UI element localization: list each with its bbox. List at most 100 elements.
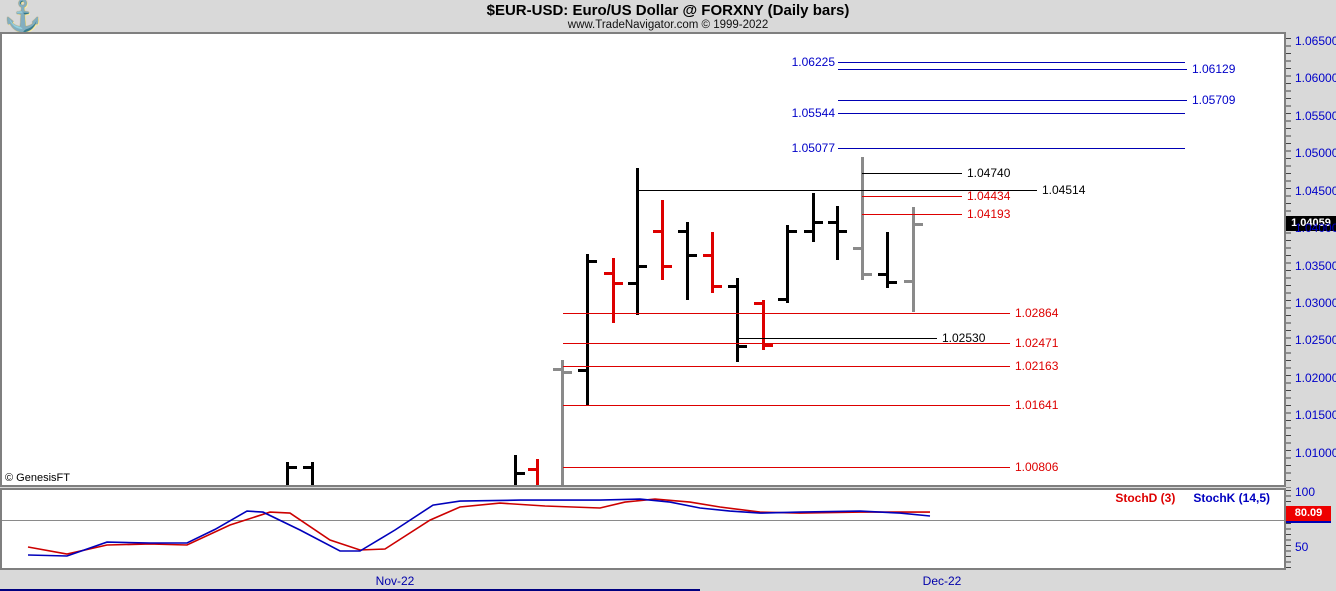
ohlc-bar (561, 359, 564, 485)
ohlc-bar (736, 278, 739, 363)
price-axis-label: 1.04500 (1295, 183, 1336, 198)
price-axis-label: 1.05500 (1295, 108, 1336, 123)
level-label: 1.02471 (1015, 335, 1059, 350)
stoch-axis-ticks (1286, 490, 1291, 570)
ohlc-bar (612, 258, 615, 324)
level-line (738, 338, 937, 340)
level-label: 1.06129 (1192, 61, 1236, 76)
ohlc-close-tick (589, 260, 597, 264)
ohlc-bar (636, 168, 639, 315)
level-line (563, 404, 1010, 406)
level-line (563, 313, 1010, 315)
ohlc-close-tick (564, 370, 572, 374)
price-axis-label: 1.06500 (1295, 34, 1336, 48)
date-label-dec: Dec-22 (922, 574, 962, 588)
level-line (862, 172, 962, 174)
ohlc-open-tick (828, 221, 836, 225)
stoch-axis-label: 50 (1295, 540, 1309, 554)
level-label: 1.05709 (1192, 93, 1236, 108)
ohlc-open-tick (528, 468, 536, 472)
ohlc-open-tick (678, 230, 686, 234)
level-line (563, 365, 1010, 367)
ohlc-bar (786, 225, 789, 303)
chart-title: $EUR-USD: Euro/US Dollar @ FORXNY (Daily… (486, 2, 850, 19)
price-axis-label: 1.03500 (1295, 258, 1336, 273)
chart-header: ⚓ $EUR-USD: Euro/US Dollar @ FORXNY (Dai… (0, 0, 1336, 33)
legend-stochk[interactable]: StochK (14,5) (1193, 491, 1270, 505)
ohlc-bar (514, 454, 517, 485)
stoch-legend: StochD (3) StochK (14,5) (1115, 491, 1270, 505)
stoch-overbought-line (2, 519, 1284, 521)
ohlc-open-tick (703, 254, 711, 258)
ohlc-bar (861, 157, 864, 280)
date-axis[interactable]: Nov-22 Dec-22 (0, 572, 1336, 591)
price-axis[interactable]: 1.04059 80.09 1.06500 1.06000 1.05500 1.050… (1286, 32, 1336, 591)
ohlc-open-tick (904, 280, 912, 284)
ohlc-open-tick (578, 368, 586, 372)
level-line (838, 147, 1185, 149)
level-label: 1.00806 (1015, 460, 1059, 475)
level-label: 1.05077 (791, 140, 835, 155)
level-label: 1.04434 (967, 188, 1011, 203)
price-axis-label: 1.02500 (1295, 333, 1336, 348)
ohlc-close-tick (639, 264, 647, 268)
ohlc-close-tick (689, 254, 697, 258)
current-price-badge: 1.04059 (1286, 216, 1336, 232)
stochk-line (27, 498, 931, 557)
level-line (563, 342, 1010, 344)
genesis-watermark: © GenesisFT (5, 472, 70, 484)
window-edge-strip (0, 589, 700, 591)
ohlc-bar (836, 205, 839, 260)
level-line (838, 100, 1187, 102)
stochd-line (27, 498, 930, 555)
ohlc-bar (586, 253, 589, 405)
level-line (838, 61, 1185, 63)
level-label: 1.04193 (967, 206, 1011, 221)
level-line (862, 195, 962, 197)
ohlc-open-tick (303, 465, 311, 469)
ohlc-bar (686, 222, 689, 300)
ohlc-close-tick (839, 230, 847, 234)
ohlc-open-tick (878, 272, 886, 276)
stoch-curves (27, 498, 931, 557)
stochastic-indicator-panel[interactable]: StochD (3) StochK (14,5) (0, 488, 1286, 570)
price-axis-label: 1.02000 (1295, 370, 1336, 385)
price-axis-label: 1.04000 (1295, 221, 1336, 236)
price-axis-ticks (1286, 38, 1291, 488)
price-axis-label: 1.06000 (1295, 71, 1336, 86)
price-chart-panel[interactable]: © GenesisFT 1.06225 1.06129 1.05709 1.05544… (0, 32, 1286, 487)
level-line (838, 112, 1185, 114)
level-label: 1.01641 (1015, 397, 1059, 412)
ohlc-open-tick (604, 272, 612, 276)
level-label: 1.02530 (942, 331, 986, 346)
level-line (838, 68, 1187, 70)
ohlc-bar (661, 199, 664, 280)
current-stoch-badge: 80.09 (1286, 506, 1331, 522)
ohlc-open-tick (653, 230, 661, 234)
anchor-logo-icon: ⚓ (4, 0, 42, 33)
level-label: 1.04740 (967, 165, 1011, 180)
ohlc-close-tick (789, 230, 797, 234)
level-line (563, 467, 1010, 469)
ohlc-bar (311, 461, 314, 485)
price-axis-label: 1.03000 (1295, 296, 1336, 310)
level-label: 1.04514 (1042, 182, 1086, 197)
ohlc-close-tick (864, 272, 872, 276)
legend-stochd[interactable]: StochD (3) (1115, 491, 1176, 505)
level-label: 1.02864 (1015, 306, 1059, 321)
ohlc-bar (286, 461, 289, 485)
stoch-badge-underline (1286, 521, 1331, 524)
level-label: 1.05544 (791, 105, 835, 120)
ohlc-close-tick (714, 284, 722, 288)
ohlc-close-tick (664, 264, 672, 268)
ohlc-open-tick (628, 281, 636, 285)
level-label: 1.02163 (1015, 358, 1059, 373)
price-axis-label: 1.01500 (1295, 408, 1336, 423)
ohlc-bar (711, 231, 714, 294)
ohlc-open-tick (728, 284, 736, 288)
level-line (862, 213, 962, 215)
ohlc-close-tick (915, 222, 923, 226)
ohlc-open-tick (553, 367, 561, 371)
ohlc-open-tick (804, 230, 812, 234)
ohlc-close-tick (615, 281, 623, 285)
